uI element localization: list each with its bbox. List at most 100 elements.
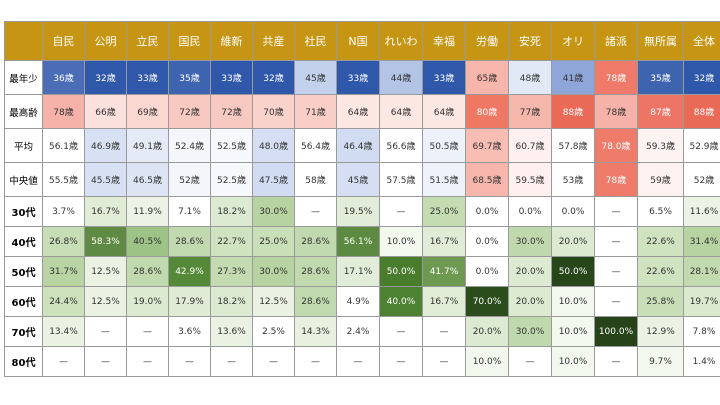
table-cell: 18.2% xyxy=(210,286,253,317)
table-cell: 28.6% xyxy=(294,226,337,257)
table-cell: 13.6% xyxy=(210,316,253,347)
table-cell: — xyxy=(210,346,253,377)
table-cell: 57.5歳 xyxy=(379,162,423,197)
party-age-table: 自民 公明 立民 国民 維新 共産 社民 N国 れいわ 幸福 労働 安死 オリ 諸派 無所属 全体 最年少 36… xyxy=(4,21,720,377)
table-cell: 65歳 xyxy=(465,60,509,95)
table-cell: — xyxy=(594,256,638,287)
table-row: 40代 26.8% 58.3% 40.5% 28.6% 22.7% 25.0% 28.6% 56… xyxy=(4,226,720,257)
table-cell: — xyxy=(336,346,380,377)
table-cell: 59.5歳 xyxy=(508,162,552,197)
table-cell: 25.0% xyxy=(252,226,295,257)
table-cell: 24.4% xyxy=(42,286,85,317)
row-label: 平均 xyxy=(4,128,43,163)
table-cell: 77歳 xyxy=(508,94,552,129)
table-cell: — xyxy=(594,286,638,317)
table-cell: 1.4% xyxy=(683,346,720,377)
table-cell: 32歳 xyxy=(252,60,295,95)
table-cell: 22.6% xyxy=(637,256,684,287)
table-cell: 0.0% xyxy=(465,196,509,227)
table-cell: — xyxy=(422,346,466,377)
table-cell: 33歳 xyxy=(210,60,253,95)
table-cell: 19.5% xyxy=(336,196,380,227)
table-cell: 30.0% xyxy=(252,196,295,227)
table-cell: 25.8% xyxy=(637,286,684,317)
table-cell: 3.7% xyxy=(42,196,85,227)
table-cell: 12.5% xyxy=(84,286,127,317)
table-cell: 46.5歳 xyxy=(126,162,169,197)
row-label: 60代 xyxy=(4,286,43,317)
table-cell: 10.0% xyxy=(379,226,423,257)
table-cell: 45歳 xyxy=(294,60,337,95)
column-header: 全体 xyxy=(683,21,720,61)
table-cell: 10.0% xyxy=(551,316,595,347)
table-cell: — xyxy=(508,346,552,377)
table-cell: 56.1% xyxy=(336,226,380,257)
table-cell: 69.7歳 xyxy=(465,128,509,163)
table-cell: 33歳 xyxy=(126,60,169,95)
table-cell: 50.0% xyxy=(379,256,423,287)
table-cell: 56.4歳 xyxy=(294,128,337,163)
table-cell: 53歳 xyxy=(551,162,595,197)
column-header: 公明 xyxy=(84,21,127,61)
table-cell: 52.9歳 xyxy=(683,128,720,163)
table-cell: 19.0% xyxy=(126,286,169,317)
row-label: 最年少 xyxy=(4,60,43,95)
table-cell: — xyxy=(379,196,423,227)
table-cell: 78歳 xyxy=(594,60,638,95)
table-cell: 78歳 xyxy=(594,94,638,129)
age-stats-table-container: 自民 公明 立民 国民 維新 共産 社民 N国 れいわ 幸福 労働 安死 オリ 諸派 無所属 全体 最年少 36… xyxy=(4,21,720,377)
table-row: 最高齢 78歳 66歳 69歳 72歳 72歳 70歳 71歳 64歳 64歳 64歳 80歳 77歳 8… xyxy=(4,94,720,129)
table-cell: — xyxy=(594,346,638,377)
table-row: 80代 — — — — — — — — — —10.0% —10.0% —9.7% 1.4% xyxy=(4,346,720,377)
table-cell: 66歳 xyxy=(84,94,127,129)
table-cell: 44歳 xyxy=(379,60,423,95)
column-header: 立民 xyxy=(126,21,169,61)
table-cell: 46.4歳 xyxy=(336,128,380,163)
table-row: 最年少 36歳 32歳 33歳 35歳 33歳 32歳 45歳 33歳 44歳 33歳 65歳 48歳 4… xyxy=(4,60,720,95)
table-cell: — xyxy=(594,226,638,257)
table-cell: 40.0% xyxy=(379,286,423,317)
table-cell: 51.5歳 xyxy=(422,162,466,197)
table-cell: 3.6% xyxy=(168,316,211,347)
table-cell: 4.9% xyxy=(336,286,380,317)
table-cell: 31.4% xyxy=(683,226,720,257)
table-cell: 80歳 xyxy=(465,94,509,129)
table-cell: 20.0% xyxy=(465,316,509,347)
table-cell: 70歳 xyxy=(252,94,295,129)
table-cell: — xyxy=(379,346,423,377)
table-cell: 88歳 xyxy=(551,94,595,129)
table-cell: — xyxy=(252,346,295,377)
table-cell: 52.5歳 xyxy=(210,128,253,163)
table-cell: 57.8歳 xyxy=(551,128,595,163)
table-cell: 50.0% xyxy=(551,256,595,287)
table-cell: 30.0% xyxy=(252,256,295,287)
table-cell: 17.1% xyxy=(336,256,380,287)
table-cell: 35歳 xyxy=(637,60,684,95)
table-cell: 31.7% xyxy=(42,256,85,287)
table-cell: 35歳 xyxy=(168,60,211,95)
table-body: 最年少 36歳 32歳 33歳 35歳 33歳 32歳 45歳 33歳 44歳 33歳 65歳 48歳 4… xyxy=(4,60,720,377)
table-cell: 27.3% xyxy=(210,256,253,287)
table-cell: 64歳 xyxy=(379,94,423,129)
table-cell: 52.4歳 xyxy=(168,128,211,163)
table-cell: 100.0% xyxy=(594,316,638,347)
table-cell: 45歳 xyxy=(336,162,380,197)
column-header: 社民 xyxy=(294,21,337,61)
table-cell: 10.0% xyxy=(551,346,595,377)
table-cell: 11.6% xyxy=(683,196,720,227)
table-cell: 2.4% xyxy=(336,316,380,347)
table-cell: — xyxy=(126,346,169,377)
column-header: 国民 xyxy=(168,21,211,61)
table-cell: 46.9歳 xyxy=(84,128,127,163)
table-cell: 2.5% xyxy=(252,316,295,347)
table-cell: 58.3% xyxy=(84,226,127,257)
table-cell: 16.7% xyxy=(422,226,466,257)
table-cell: 70.0% xyxy=(465,286,509,317)
table-cell: 10.0% xyxy=(551,286,595,317)
table-cell: 64歳 xyxy=(422,94,466,129)
table-cell: 52歳 xyxy=(683,162,720,197)
table-cell: 22.6% xyxy=(637,226,684,257)
header-row: 自民 公明 立民 国民 維新 共産 社民 N国 れいわ 幸福 労働 安死 オリ 諸派 無所属 全体 xyxy=(4,21,720,61)
table-cell: 17.9% xyxy=(168,286,211,317)
table-row: 中央値 55.5歳 45.5歳 46.5歳 52歳 52.5歳 47.5歳 58歳 45歳 57.… xyxy=(4,162,720,197)
